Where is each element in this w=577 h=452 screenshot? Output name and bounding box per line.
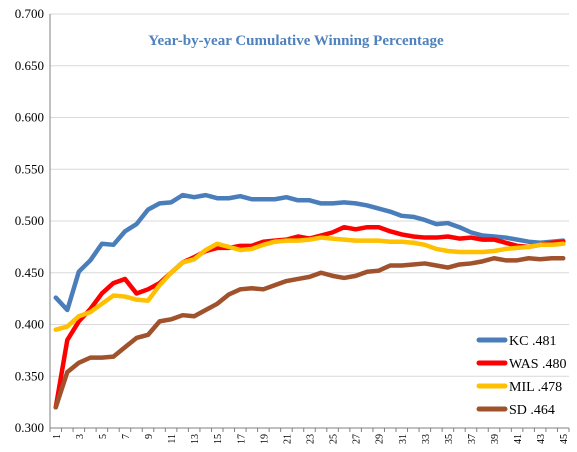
x-tick-label: 15 <box>213 434 224 444</box>
x-tick-label: 7 <box>121 434 132 439</box>
y-tick-label: 0.300 <box>15 420 44 435</box>
x-tick-label: 33 <box>421 434 432 444</box>
x-tick-label: 43 <box>536 434 547 444</box>
x-tick-label: 37 <box>467 434 478 444</box>
y-tick-label: 0.400 <box>15 317 44 332</box>
x-tick-label: 21 <box>282 434 293 444</box>
y-tick-label: 0.450 <box>15 265 44 280</box>
x-tick-label: 13 <box>190 434 201 444</box>
series-line-2 <box>53 235 566 332</box>
legend-label: WAS .480 <box>509 357 567 372</box>
x-tick-label: 35 <box>444 434 455 444</box>
x-tick-label: 25 <box>329 434 340 444</box>
y-tick-label: 0.350 <box>15 368 44 383</box>
x-tick-label: 41 <box>513 434 524 444</box>
x-tick-label: 17 <box>236 434 247 444</box>
axes <box>49 14 570 432</box>
x-tick-labels: 1 3 5 7 9 11 13 15 17 19 21 23 25 27 29 31 33 35 37 39 41 43 4… <box>52 434 570 444</box>
x-tick-label: 27 <box>352 434 363 444</box>
x-tick-label: 1 <box>52 434 63 439</box>
x-tick-label: 23 <box>306 434 317 444</box>
x-tick-label: 19 <box>259 434 270 444</box>
x-tick-label: 5 <box>98 434 109 439</box>
legend-label: MIL .478 <box>509 380 562 395</box>
legend: KC .481 WAS .480 MIL .478 SD .464 <box>476 334 567 418</box>
y-tick-label: 0.700 <box>15 6 44 21</box>
x-tick-label: 11 <box>167 434 178 444</box>
y-tick-label: 0.550 <box>15 161 44 176</box>
y-tick-labels: 0.300 0.350 0.400 0.450 0.500 0.550 0.600 0.650… <box>15 6 44 435</box>
x-tick-label: 31 <box>398 434 409 444</box>
legend-label: KC .481 <box>509 334 556 349</box>
legend-label: SD .464 <box>509 403 555 418</box>
series-line-0 <box>53 192 566 313</box>
x-tick-label: 9 <box>144 434 155 439</box>
x-tick-label: 45 <box>559 434 570 444</box>
x-tick-label: 29 <box>375 434 386 444</box>
x-tick-label: 39 <box>490 434 501 444</box>
y-tick-label: 0.650 <box>15 58 44 73</box>
chart-title: Year-by-year Cumulative Winning Percenta… <box>148 33 444 49</box>
series-lines <box>53 192 566 410</box>
y-tick-label: 0.500 <box>15 213 44 228</box>
series-line-3 <box>53 256 566 410</box>
y-tick-label: 0.600 <box>15 110 44 125</box>
x-tick-label: 3 <box>75 434 86 439</box>
